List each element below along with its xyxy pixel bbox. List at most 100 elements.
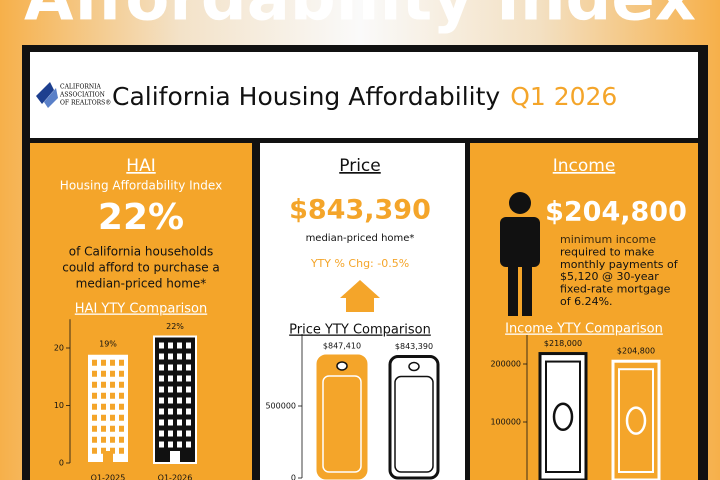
title-period: Q1 2026 [510, 82, 617, 111]
building-window [101, 414, 106, 421]
value-label: $218,000 [544, 339, 582, 348]
building-window [101, 370, 106, 377]
house-icon [340, 280, 380, 312]
building-window [159, 353, 164, 360]
building-window [177, 342, 182, 349]
person-icon [500, 192, 540, 316]
panel-line: median-priced home* [306, 233, 415, 244]
building-window [110, 359, 115, 366]
logo-text: CALIFORNIA [60, 84, 101, 91]
value-label: $204,800 [617, 347, 655, 356]
banner: Affordability Index [24, 0, 696, 36]
panel-line: median-priced home* [76, 277, 207, 291]
building-window [119, 370, 124, 377]
building-window [186, 375, 191, 382]
building-window [159, 364, 164, 371]
logo-mark [36, 82, 58, 108]
title-main: California Housing Affordability [112, 82, 500, 111]
building-window [92, 370, 97, 377]
y-tick-label: 10 [54, 401, 64, 410]
building-window [177, 364, 182, 371]
price-tag [388, 355, 440, 480]
building-window [92, 392, 97, 399]
building-window [92, 447, 97, 454]
building-window [119, 436, 124, 443]
bill-inner [545, 360, 581, 473]
building-window [168, 397, 173, 404]
building-window [159, 441, 164, 448]
building-window [159, 375, 164, 382]
building-window [101, 403, 106, 410]
panel-change: YTY % Chg: -0.5% [310, 257, 409, 270]
building-window [159, 397, 164, 404]
bill-oval [552, 402, 574, 432]
y-tick-label: 100000 [490, 418, 521, 427]
building-window [119, 359, 124, 366]
bill-inner [618, 368, 654, 473]
value-label: $843,390 [395, 342, 433, 351]
building-window [186, 386, 191, 393]
building-window [177, 375, 182, 382]
building-window [168, 375, 173, 382]
building-window [186, 408, 191, 415]
building-window [186, 430, 191, 437]
value-label: 22% [166, 322, 184, 331]
building-window [168, 353, 173, 360]
building-window [177, 386, 182, 393]
building-window [168, 441, 173, 448]
building-window [101, 359, 106, 366]
panel-line: of 6.24%. [560, 295, 613, 308]
panel-big: 22% [98, 197, 184, 238]
building-window [186, 397, 191, 404]
header-box [30, 52, 698, 138]
value-label: 19% [99, 339, 117, 348]
building-window [119, 381, 124, 388]
building-window [110, 392, 115, 399]
building-window [159, 342, 164, 349]
y-tick-label: 20 [54, 344, 64, 353]
building-window [101, 436, 106, 443]
building-window [186, 419, 191, 426]
building-window [177, 397, 182, 404]
building-window [110, 414, 115, 421]
building-window [110, 425, 115, 432]
building-window [159, 408, 164, 415]
panel-heading: Price [339, 156, 380, 176]
building-window [92, 414, 97, 421]
building-window [186, 342, 191, 349]
value-label: $847,410 [323, 341, 361, 350]
building-window [119, 425, 124, 432]
bill [611, 359, 661, 480]
building-window [177, 408, 182, 415]
price-tag-hole [408, 361, 420, 372]
panel-big: $204,800 [545, 197, 687, 228]
building-window [101, 425, 106, 432]
building-window [177, 430, 182, 437]
panel-line: of California households [69, 245, 214, 259]
price-tag [316, 354, 368, 480]
building-window [168, 430, 173, 437]
chart-title: HAI YTY Comparison [75, 302, 207, 317]
building-window [119, 392, 124, 399]
panel-heading: HAI [126, 156, 155, 176]
panel-line: minimum income [560, 233, 656, 246]
building-window [110, 436, 115, 443]
building-window [186, 441, 191, 448]
y-tick-label: 0 [59, 459, 64, 468]
y-tick-label: 0 [291, 474, 296, 480]
panel-line: monthly payments of [560, 258, 679, 271]
panel-subheading: Housing Affordability Index [60, 179, 222, 193]
building-window [101, 381, 106, 388]
logo-text: ASSOCIATION [59, 92, 105, 99]
price-tag-hole [336, 361, 348, 371]
building-window [168, 408, 173, 415]
building-window [168, 419, 173, 426]
chart-title: Price YTY Comparison [289, 323, 431, 338]
building-window [92, 359, 97, 366]
panel-line: $5,120 @ 30-year [560, 270, 659, 283]
building-window [101, 392, 106, 399]
building-window [92, 425, 97, 432]
panel-big: $843,390 [289, 195, 431, 226]
building-window [119, 414, 124, 421]
